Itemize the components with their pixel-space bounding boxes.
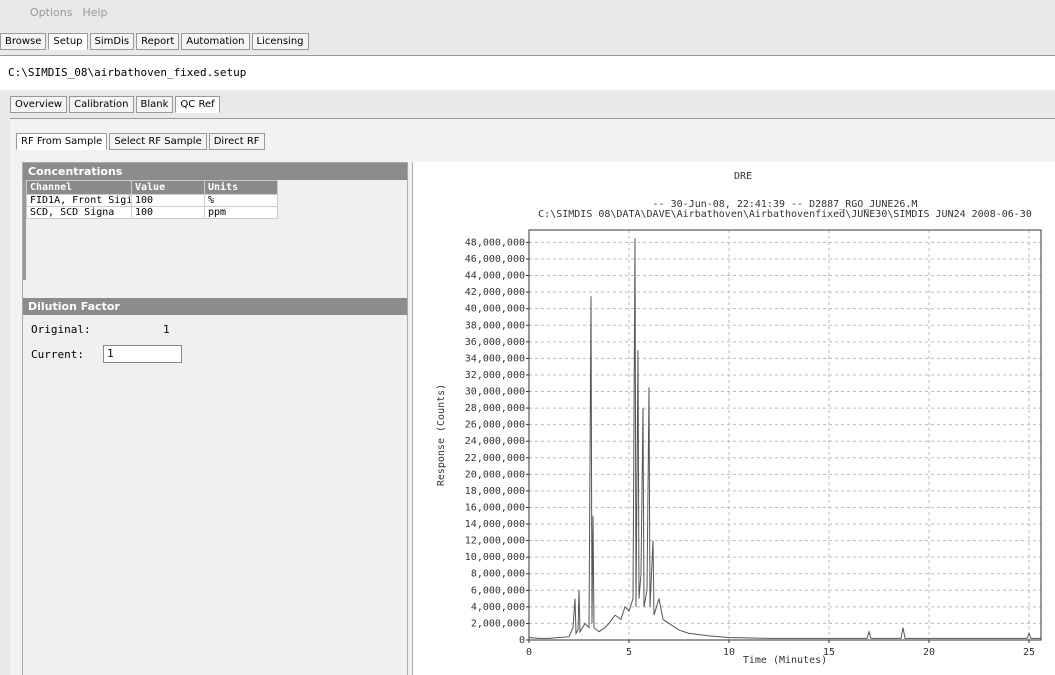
y-tick-label: 30,000,000 xyxy=(465,387,525,398)
x-tick-label: 15 xyxy=(823,647,835,658)
file-path: C:\SIMDIS_08\airbathoven_fixed.setup xyxy=(8,66,247,79)
tab[interactable]: Blank xyxy=(135,96,174,113)
path-bar: C:\SIMDIS_08\airbathoven_fixed.setup xyxy=(0,55,1055,90)
y-axis-label: Response (Counts) xyxy=(436,384,447,486)
concentrations-box: Channel Value Units FID1A, Front Sigi 100% … xyxy=(23,180,407,280)
x-tick-label: 10 xyxy=(723,647,735,658)
rf-tabs: RF From Sample Select RF Sample Direct R… xyxy=(16,133,265,150)
y-tick-label: 12,000,000 xyxy=(465,536,525,547)
tab[interactable]: Licensing xyxy=(251,33,309,50)
tab[interactable]: Overview xyxy=(10,96,68,113)
x-tick-label: 0 xyxy=(526,647,532,658)
section-header: Dilution Factor xyxy=(23,298,407,315)
tab[interactable]: Report xyxy=(136,33,180,50)
y-tick-label: 28,000,000 xyxy=(465,403,525,414)
cell[interactable]: 100 xyxy=(131,206,205,219)
y-tick-label: 8,000,000 xyxy=(471,569,525,580)
tab[interactable]: Setup xyxy=(48,33,88,50)
y-tick-label: 4,000,000 xyxy=(471,602,525,613)
column-header: Channel xyxy=(26,180,132,195)
y-tick-label: 18,000,000 xyxy=(465,486,525,497)
y-tick-label: 22,000,000 xyxy=(465,453,525,464)
tab[interactable]: RF From Sample xyxy=(16,133,108,150)
y-tick-label: 0 xyxy=(519,635,525,646)
cell: FID1A, Front Sigi xyxy=(26,194,132,207)
main-tabs: Browse Setup SimDis Report Automation Li… xyxy=(0,33,309,50)
y-tick-label: 32,000,000 xyxy=(465,370,525,381)
tab[interactable]: Browse xyxy=(0,33,47,50)
cell[interactable]: ppm xyxy=(204,206,278,219)
current-input[interactable]: 1 xyxy=(103,345,182,363)
y-tick-label: 10,000,000 xyxy=(465,552,525,563)
cell[interactable]: 100 xyxy=(131,194,205,207)
value: 1 xyxy=(163,323,170,336)
tab[interactable]: Automation xyxy=(181,33,250,50)
menu-bar: Options Help xyxy=(30,6,108,19)
y-tick-label: 44,000,000 xyxy=(465,271,525,282)
chart-subtitle: C:\SIMDIS 08\DATA\DAVE\Airbathoven\Airba… xyxy=(538,209,1032,220)
column-header: Value xyxy=(131,180,205,195)
chart-subtitle: -- 30-Jun-08, 22:41:39 -- D2887_RGO_JUNE… xyxy=(653,199,918,210)
tab[interactable]: QC Ref xyxy=(175,96,220,113)
chart: DRE -- 30-Jun-08, 22:41:39 -- D2887_RGO_… xyxy=(412,162,1055,675)
y-tick-label: 34,000,000 xyxy=(465,353,525,364)
concentrations-table: Channel Value Units FID1A, Front Sigi 100% … xyxy=(26,180,278,219)
y-tick-label: 46,000,000 xyxy=(465,254,525,265)
section-header: Concentrations xyxy=(23,163,407,180)
plot-frame xyxy=(528,229,1042,641)
menu-item[interactable]: Options xyxy=(30,6,73,19)
y-tick-label: 40,000,000 xyxy=(465,304,525,315)
y-tick-label: 20,000,000 xyxy=(465,469,525,480)
y-tick-label: 36,000,000 xyxy=(465,337,525,348)
y-tick-label: 38,000,000 xyxy=(465,320,525,331)
cell[interactable]: % xyxy=(204,194,278,207)
label: Original: xyxy=(31,323,91,336)
y-tick-label: 26,000,000 xyxy=(465,420,525,431)
dilution-box: Original: 1 Current: 1 xyxy=(23,315,407,375)
y-tick-label: 24,000,000 xyxy=(465,436,525,447)
y-tick-label: 2,000,000 xyxy=(471,618,525,629)
data-line xyxy=(528,238,1041,639)
tab[interactable]: SimDis xyxy=(89,33,135,50)
tab[interactable]: Direct RF xyxy=(208,133,265,150)
x-tick-label: 20 xyxy=(923,647,935,658)
y-tick-label: 14,000,000 xyxy=(465,519,525,530)
tab[interactable]: Select RF Sample xyxy=(109,133,207,150)
label: Current: xyxy=(31,348,84,361)
menu-item[interactable]: Help xyxy=(82,6,108,19)
column-header: Units xyxy=(204,180,278,195)
y-tick-label: 6,000,000 xyxy=(471,585,525,596)
left-panel: Concentrations Channel Value Units FID1A, … xyxy=(22,162,408,675)
chart-title: DRE xyxy=(734,171,752,182)
sub-tabs: Overview Calibration Blank QC Ref xyxy=(10,96,220,113)
x-axis-label: Time (Minutes) xyxy=(743,655,827,666)
cell: SCD, SCD Signa xyxy=(26,206,132,219)
x-tick-label: 25 xyxy=(1023,647,1035,658)
y-tick-label: 48,000,000 xyxy=(465,237,525,248)
y-tick-label: 16,000,000 xyxy=(465,502,525,513)
y-tick-label: 42,000,000 xyxy=(465,287,525,298)
x-tick-label: 5 xyxy=(626,647,632,658)
tab[interactable]: Calibration xyxy=(69,96,134,113)
